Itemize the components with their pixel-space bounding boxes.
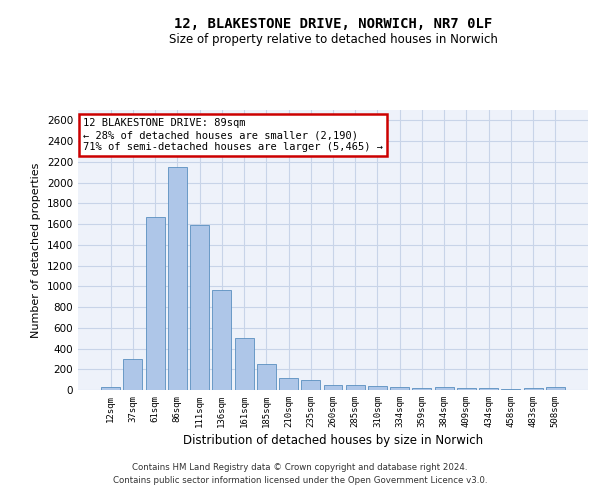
X-axis label: Distribution of detached houses by size in Norwich: Distribution of detached houses by size … <box>183 434 483 447</box>
Bar <box>390 387 409 390</box>
Bar <box>323 385 343 390</box>
Y-axis label: Number of detached properties: Number of detached properties <box>31 162 41 338</box>
Bar <box>479 388 498 390</box>
Text: Size of property relative to detached houses in Norwich: Size of property relative to detached ho… <box>169 32 497 46</box>
Bar <box>546 388 565 390</box>
Bar <box>435 387 454 390</box>
Bar <box>524 388 542 390</box>
Bar <box>368 386 387 390</box>
Bar <box>168 167 187 390</box>
Bar <box>212 290 231 390</box>
Bar <box>235 338 254 390</box>
Bar <box>124 359 142 390</box>
Text: 12, BLAKESTONE DRIVE, NORWICH, NR7 0LF: 12, BLAKESTONE DRIVE, NORWICH, NR7 0LF <box>174 18 492 32</box>
Bar <box>190 225 209 390</box>
Bar <box>457 388 476 390</box>
Bar <box>346 385 365 390</box>
Text: Contains public sector information licensed under the Open Government Licence v3: Contains public sector information licen… <box>113 476 487 485</box>
Bar <box>101 388 120 390</box>
Bar <box>146 217 164 390</box>
Bar <box>257 364 276 390</box>
Bar <box>279 378 298 390</box>
Bar <box>301 380 320 390</box>
Bar <box>412 388 431 390</box>
Text: Contains HM Land Registry data © Crown copyright and database right 2024.: Contains HM Land Registry data © Crown c… <box>132 464 468 472</box>
Text: 12 BLAKESTONE DRIVE: 89sqm
← 28% of detached houses are smaller (2,190)
71% of s: 12 BLAKESTONE DRIVE: 89sqm ← 28% of deta… <box>83 118 383 152</box>
